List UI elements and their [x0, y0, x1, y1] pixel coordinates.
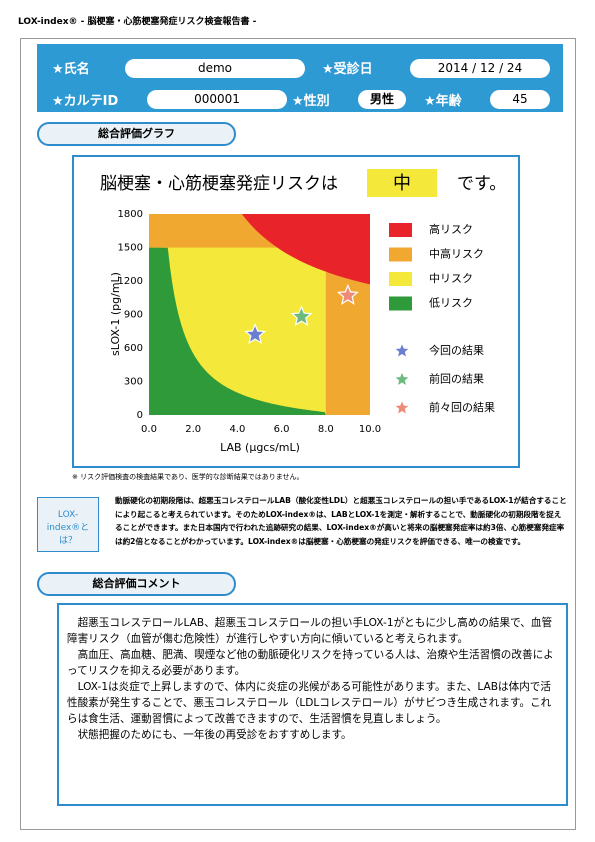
x-tick-label: 8.0 — [318, 424, 334, 435]
y-tick-label: 1200 — [118, 276, 143, 287]
y-tick-label: 1500 — [118, 243, 143, 254]
y-tick-label: 1800 — [118, 209, 143, 220]
x-tick-label: 0.0 — [141, 424, 157, 435]
y-tick-label: 0 — [137, 410, 143, 421]
comment-paragraph: 高血圧、高血糖、肥満、喫煙など他の動脈硬化リスクを持っている人は、治療や生活習慣… — [67, 649, 554, 677]
x-tick-label: 4.0 — [229, 424, 245, 435]
legend-swatch — [389, 247, 412, 262]
x-tick-label: 10.0 — [359, 424, 381, 435]
patient-band — [37, 44, 563, 112]
note: ※ リスク評価検査の検査結果であり、医学的な診断結果ではありません。 — [72, 473, 304, 481]
sex-label: ★性別 — [292, 94, 330, 109]
chart: 脳梗塞・心筋梗塞発症リスクは 中 です。 LAB (μgcs/mL) sLOX-… — [100, 169, 506, 454]
name: demo — [125, 59, 305, 78]
x-tick-label: 6.0 — [274, 424, 290, 435]
legend-swatch — [389, 272, 412, 286]
legend-marker — [393, 370, 411, 388]
data-point — [244, 323, 267, 344]
title-suffix: です。 — [457, 174, 506, 194]
chart-frame: 脳梗塞・心筋梗塞発症リスクは 中 です。 LAB (μgcs/mL) sLOX-… — [72, 155, 520, 468]
section-label: 総合評価コメント — [37, 572, 236, 596]
age-label: ★年齢 — [424, 94, 462, 109]
legend-marker — [393, 341, 411, 359]
legend-label: 前々回の結果 — [429, 400, 495, 414]
legend-label: 中高リスク — [429, 247, 484, 261]
data-point — [336, 283, 359, 305]
frame — [20, 38, 576, 830]
section-label: 総合評価グラフ — [37, 122, 236, 146]
legend-marker — [393, 398, 411, 416]
date: 2014 / 12 / 24 — [410, 59, 550, 78]
header-title: LOX-index® - 脳梗塞・心筋梗塞発症リスク検査報告書 - — [18, 17, 257, 27]
comment-box: 超悪玉コレステロールLAB、超悪玉コレステロールの担い手LOX-1がともに少し高… — [57, 603, 568, 806]
zone-high — [241, 214, 370, 285]
comment-paragraph: 超悪玉コレステロールLAB、超悪玉コレステロールの担い手LOX-1がともに少し高… — [67, 617, 553, 645]
chart-title: 脳梗塞・心筋梗塞発症リスクは — [100, 174, 338, 194]
id-label: ★カルテID — [52, 94, 119, 109]
zone-low — [149, 247, 326, 415]
legend-label: 前回の結果 — [429, 372, 484, 386]
legend-label: 今回の結果 — [429, 343, 484, 357]
y-tick-label: 300 — [124, 377, 143, 388]
x-tick-label: 2.0 — [185, 424, 201, 435]
legend-label: 中リスク — [429, 272, 473, 285]
legend-swatch — [389, 223, 412, 237]
data-point — [290, 305, 313, 327]
comment-paragraph: 状態把握のためにも、一年後の再受診をおすすめします。 — [77, 729, 352, 741]
risk-zones — [149, 214, 370, 415]
date-label: ★受診日 — [322, 62, 373, 77]
y-tick-label: 600 — [124, 343, 143, 354]
risk-highlight — [367, 169, 437, 197]
comment-paragraph: LOX-1は炎症で上昇しますので、体内に炎症の兆候がある可能性があります。また、… — [67, 681, 552, 725]
risk-level: 中 — [393, 173, 411, 194]
legend-label: 高リスク — [429, 222, 473, 236]
age: 45 — [490, 90, 550, 109]
sex: 男性 — [358, 90, 406, 109]
y-tick-label: 900 — [124, 310, 143, 321]
y-axis-label: sLOX-1 (pg/mL) — [109, 272, 122, 356]
legend-swatch — [389, 296, 412, 311]
id: 000001 — [147, 90, 287, 109]
name-label: ★氏名 — [52, 62, 90, 77]
x-axis-label: LAB (μgcs/mL) — [220, 441, 300, 454]
about-text: 動脈硬化の初期段階は、超悪玉コレステロールLAB（酸化変性LDL）と超悪玉コレス… — [115, 496, 567, 546]
about-label: LOX-index®とは？ — [37, 497, 99, 552]
legend-label: 低リスク — [429, 297, 473, 310]
